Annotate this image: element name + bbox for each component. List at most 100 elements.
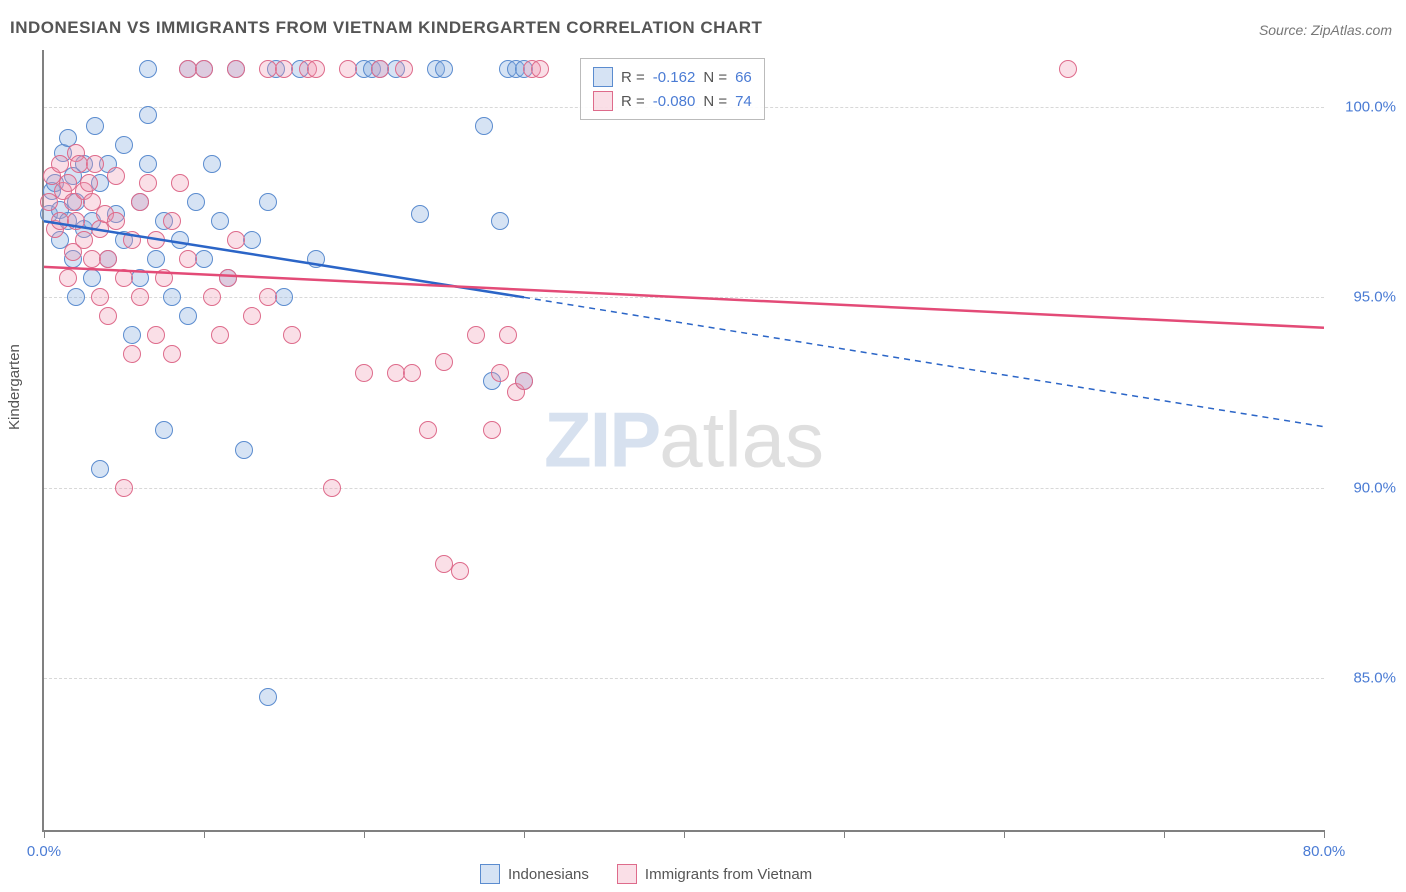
scatter-point	[435, 60, 453, 78]
gridline-h	[44, 488, 1324, 489]
scatter-point	[163, 288, 181, 306]
scatter-point	[491, 364, 509, 382]
y-tick-label: 95.0%	[1334, 289, 1396, 306]
scatter-point	[203, 288, 221, 306]
scatter-point	[235, 441, 253, 459]
scatter-point	[83, 269, 101, 287]
scatter-point	[99, 307, 117, 325]
scatter-point	[499, 326, 517, 344]
x-tick-label: 80.0%	[1303, 843, 1346, 860]
x-tick-mark	[1004, 830, 1005, 838]
scatter-point	[259, 288, 277, 306]
x-tick-mark	[844, 830, 845, 838]
x-tick-mark	[684, 830, 685, 838]
scatter-point	[131, 288, 149, 306]
legend-label-1: Immigrants from Vietnam	[645, 866, 812, 883]
scatter-point	[467, 326, 485, 344]
scatter-point	[371, 60, 389, 78]
scatter-point	[131, 269, 149, 287]
swatch-bottom-1	[617, 864, 637, 884]
n-prefix-0: N =	[703, 69, 727, 86]
r-value-1: -0.080	[653, 93, 696, 110]
x-tick-mark	[44, 830, 45, 838]
x-tick-mark	[364, 830, 365, 838]
scatter-point	[211, 326, 229, 344]
scatter-point	[99, 250, 117, 268]
n-prefix-1: N =	[703, 93, 727, 110]
scatter-point	[147, 250, 165, 268]
scatter-point	[139, 106, 157, 124]
scatter-point	[163, 345, 181, 363]
scatter-point	[227, 60, 245, 78]
y-axis-label: Kindergarten	[6, 344, 23, 430]
scatter-point	[531, 60, 549, 78]
gridline-h	[44, 297, 1324, 298]
scatter-point	[275, 60, 293, 78]
trend-line-extrapolated	[524, 297, 1324, 426]
scatter-point	[243, 231, 261, 249]
chart-title: INDONESIAN VS IMMIGRANTS FROM VIETNAM KI…	[10, 18, 762, 38]
scatter-point	[187, 193, 205, 211]
watermark: ZIPatlas	[544, 395, 824, 486]
legend-item-1: Immigrants from Vietnam	[617, 864, 812, 884]
scatter-point	[115, 136, 133, 154]
swatch-series-1	[593, 91, 613, 111]
scatter-point	[203, 155, 221, 173]
scatter-point	[243, 307, 261, 325]
r-prefix-0: R =	[621, 69, 645, 86]
x-tick-mark	[1164, 830, 1165, 838]
scatter-point	[491, 212, 509, 230]
n-value-1: 74	[735, 93, 752, 110]
scatter-point	[323, 479, 341, 497]
scatter-point	[155, 269, 173, 287]
r-value-0: -0.162	[653, 69, 696, 86]
scatter-point	[227, 231, 245, 249]
scatter-point	[107, 212, 125, 230]
scatter-point	[123, 326, 141, 344]
scatter-point	[195, 250, 213, 268]
scatter-point	[139, 60, 157, 78]
scatter-point	[435, 353, 453, 371]
scatter-point	[163, 212, 181, 230]
watermark-part1: ZIP	[544, 396, 659, 484]
scatter-point	[419, 421, 437, 439]
scatter-point	[451, 562, 469, 580]
bottom-legend: Indonesians Immigrants from Vietnam	[480, 864, 812, 884]
scatter-point	[107, 167, 125, 185]
scatter-point	[475, 117, 493, 135]
scatter-point	[283, 326, 301, 344]
scatter-point	[155, 421, 173, 439]
scatter-point	[219, 269, 237, 287]
x-tick-mark	[204, 830, 205, 838]
scatter-point	[355, 364, 373, 382]
scatter-point	[139, 155, 157, 173]
scatter-point	[67, 212, 85, 230]
scatter-point	[51, 155, 69, 173]
scatter-point	[59, 269, 77, 287]
x-tick-mark	[524, 830, 525, 838]
scatter-point	[195, 60, 213, 78]
scatter-point	[259, 688, 277, 706]
plot-area: ZIPatlas 85.0%90.0%95.0%100.0%0.0%80.0%	[42, 50, 1324, 832]
scatter-point	[147, 231, 165, 249]
scatter-point	[171, 174, 189, 192]
scatter-point	[307, 60, 325, 78]
scatter-point	[147, 326, 165, 344]
scatter-point	[259, 193, 277, 211]
y-tick-label: 100.0%	[1334, 99, 1396, 116]
scatter-point	[395, 60, 413, 78]
scatter-point	[403, 364, 421, 382]
scatter-point	[211, 212, 229, 230]
n-value-0: 66	[735, 69, 752, 86]
scatter-point	[80, 174, 98, 192]
scatter-point	[411, 205, 429, 223]
legend-label-0: Indonesians	[508, 866, 589, 883]
scatter-point	[339, 60, 357, 78]
scatter-point	[123, 345, 141, 363]
gridline-h	[44, 678, 1324, 679]
scatter-point	[139, 174, 157, 192]
scatter-point	[1059, 60, 1077, 78]
swatch-bottom-0	[480, 864, 500, 884]
source-label: Source: ZipAtlas.com	[1259, 22, 1392, 38]
scatter-point	[179, 250, 197, 268]
